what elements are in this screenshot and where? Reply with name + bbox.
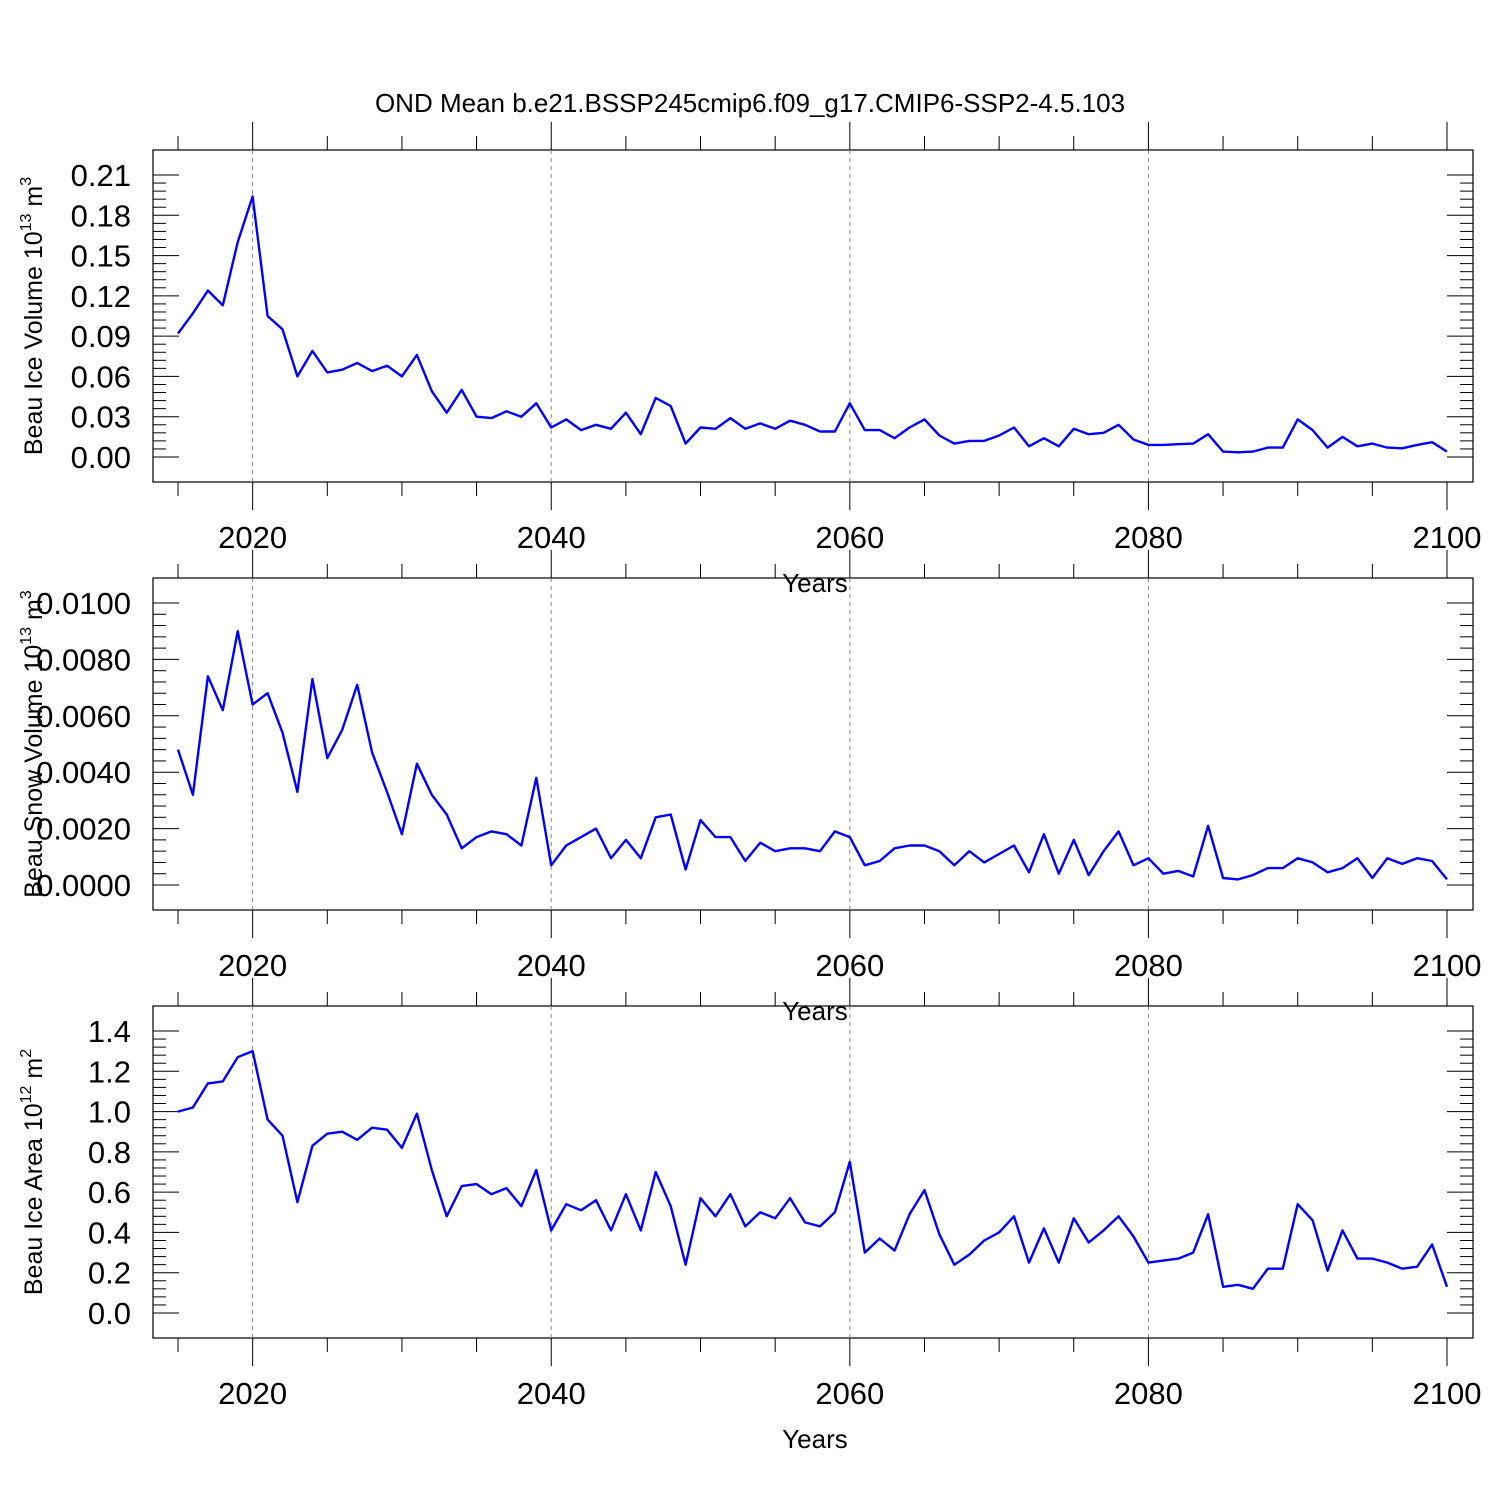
y-tick-label: 0.18	[71, 198, 131, 233]
y-tick-label: 1.0	[88, 1095, 131, 1130]
x-tick-label: 2020	[218, 948, 287, 983]
x-tick-label: 2100	[1413, 520, 1482, 555]
y-axis-label: Beau Snow Volume 1013 m3	[18, 590, 48, 898]
y-tick-label: 0.0000	[36, 868, 131, 903]
x-tick-label: 2100	[1413, 948, 1482, 983]
y-axis-label: Beau Ice Volume 1013 m3	[18, 177, 48, 455]
y-tick-label: 0.2	[88, 1256, 131, 1291]
panel-3: 0.0 0.2 0.4 0.6 0.8 1.0 1.2 1.4 2020 2040 2060 2080…	[18, 978, 1481, 1454]
x-axis-label: Years	[782, 996, 848, 1026]
y-tick-label: 0.0060	[36, 699, 131, 734]
y-tick-label: 0.12	[71, 279, 131, 314]
y-tick-label: 0.0040	[36, 755, 131, 790]
x-tick-label: 2060	[815, 948, 884, 983]
y-tick-label: 0.6	[88, 1175, 131, 1210]
x-axis-label: Years	[782, 1424, 848, 1454]
y-tick-label: 0.15	[71, 239, 131, 274]
y-tick-label: 0.0100	[36, 586, 131, 621]
x-tick-label: 2080	[1114, 948, 1183, 983]
plot-frame	[152, 149, 1474, 483]
x-tick-label: 2060	[815, 520, 884, 555]
panel-2: 0.0000 0.0020 0.0040 0.0060 0.0080 0.0100 2020…	[18, 550, 1481, 1026]
x-tick-label: 2080	[1114, 520, 1183, 555]
y-tick-label: 1.4	[88, 1014, 131, 1049]
x-tick-label: 2040	[517, 520, 586, 555]
y-tick-label: 0.03	[71, 400, 131, 435]
x-tick-label: 2100	[1413, 1376, 1482, 1411]
y-tick-label: 0.4	[88, 1215, 131, 1250]
series-line	[176, 630, 1448, 881]
x-axis-label: Years	[782, 568, 848, 598]
x-tick-label: 2020	[218, 520, 287, 555]
y-tick-label: 0.8	[88, 1135, 131, 1170]
y-tick-label: 0.0	[88, 1296, 131, 1331]
y-tick-label: 0.0020	[36, 812, 131, 847]
y-axis-label: Beau Ice Area 1012 m2	[18, 1049, 48, 1295]
y-tick-label: 0.0080	[36, 642, 131, 677]
x-tick-label: 2020	[218, 1376, 287, 1411]
plot-frame	[152, 1005, 1474, 1339]
y-tick-label: 0.09	[71, 319, 131, 354]
x-tick-label: 2040	[517, 948, 586, 983]
panel-1: 0.00 0.03 0.06 0.09 0.12 0.15 0.18 0.21 2020 2040…	[18, 122, 1481, 598]
y-tick-label: 0.06	[71, 359, 131, 394]
y-tick-label: 1.2	[88, 1054, 131, 1089]
series-line	[177, 1049, 1449, 1291]
y-tick-label: 0.00	[71, 440, 131, 475]
y-tick-label: 0.21	[71, 158, 131, 193]
x-tick-label: 2080	[1114, 1376, 1183, 1411]
plot-frame	[152, 577, 1474, 911]
panels: 0.00 0.03 0.06 0.09 0.12 0.15 0.18 0.21 2020 2040…	[18, 122, 1481, 1454]
series-line	[177, 195, 1448, 454]
x-tick-label: 2040	[517, 1376, 586, 1411]
chart-title: OND Mean b.e21.BSSP245cmip6.f09_g17.CMIP…	[375, 88, 1125, 118]
x-tick-label: 2060	[815, 1376, 884, 1411]
